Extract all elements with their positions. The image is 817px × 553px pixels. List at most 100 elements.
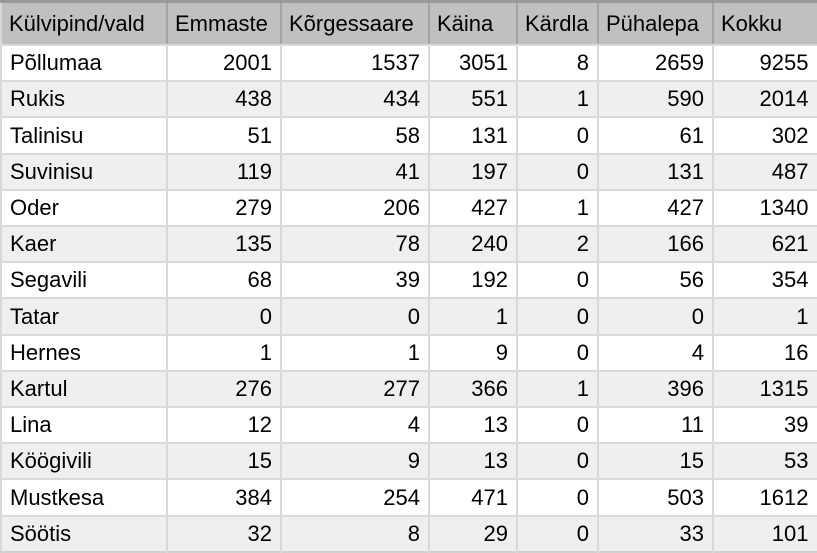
row-label: Mustkesa	[1, 479, 168, 517]
cell-value: 396	[598, 370, 714, 409]
cell-value: 33	[598, 515, 714, 552]
table-row: Lina 12 4 13 0 11 39	[1, 407, 817, 445]
cell-value: 471	[429, 479, 518, 517]
column-header-korgessaare: Kõrgessaare	[281, 1, 430, 46]
cell-value: 32	[167, 515, 282, 552]
cell-value: 16	[713, 334, 817, 372]
cell-value: 0	[517, 117, 599, 155]
cell-value: 254	[281, 479, 430, 517]
cell-value: 68	[167, 262, 282, 300]
table-row: Kaer 135 78 240 2 166 621	[1, 226, 817, 264]
table-row: Oder 279 206 427 1 427 1340	[1, 189, 817, 228]
cell-value: 0	[517, 515, 599, 552]
table-row: Hernes 1 1 9 0 4 16	[1, 334, 817, 372]
column-header-kokku: Kokku	[713, 1, 817, 46]
cell-value: 0	[517, 479, 599, 517]
cell-value: 135	[167, 226, 282, 264]
table-row: Tatar 0 0 1 0 0 1	[1, 298, 817, 336]
cell-value: 487	[713, 153, 817, 191]
row-label: Kartul	[1, 370, 168, 409]
cell-value: 0	[598, 298, 714, 336]
cell-value: 131	[429, 117, 518, 155]
cell-value: 0	[167, 298, 282, 336]
cell-value: 192	[429, 262, 518, 300]
cell-value: 39	[713, 407, 817, 445]
cell-value: 9	[429, 334, 518, 372]
row-label: Lina	[1, 407, 168, 445]
cell-value: 427	[429, 189, 518, 228]
cell-value: 15	[598, 443, 714, 481]
cell-value: 1612	[713, 479, 817, 517]
row-label: Segavili	[1, 262, 168, 300]
cell-value: 4	[281, 407, 430, 445]
row-label: Söötis	[1, 515, 168, 552]
cell-value: 1	[517, 370, 599, 409]
table-row: Talinisu 51 58 131 0 61 302	[1, 117, 817, 155]
cell-value: 2014	[713, 81, 817, 119]
cell-value: 0	[517, 262, 599, 300]
cell-value: 8	[517, 45, 599, 83]
cell-value: 206	[281, 189, 430, 228]
cell-value: 366	[429, 370, 518, 409]
cell-value: 2	[517, 226, 599, 264]
table-header-row: Külvipind/vald Emmaste Kõrgessaare Käina…	[1, 1, 817, 46]
cell-value: 1	[429, 298, 518, 336]
cell-value: 1315	[713, 370, 817, 409]
cell-value: 590	[598, 81, 714, 119]
cell-value: 51	[167, 117, 282, 155]
cell-value: 277	[281, 370, 430, 409]
cell-value: 11	[598, 407, 714, 445]
cell-value: 13	[429, 407, 518, 445]
cell-value: 427	[598, 189, 714, 228]
column-header-puhalepa: Pühalepa	[598, 1, 714, 46]
column-header-emmaste: Emmaste	[167, 1, 282, 46]
row-label: Talinisu	[1, 117, 168, 155]
cell-value: 53	[713, 443, 817, 481]
cell-value: 3051	[429, 45, 518, 83]
table-row: Põllumaa 2001 1537 3051 8 2659 9255	[1, 45, 817, 83]
cell-value: 0	[281, 298, 430, 336]
cell-value: 197	[429, 153, 518, 191]
cell-value: 276	[167, 370, 282, 409]
cell-value: 354	[713, 262, 817, 300]
column-header-crop-type: Külvipind/vald	[1, 1, 168, 46]
row-label: Suvinisu	[1, 153, 168, 191]
cell-value: 0	[517, 407, 599, 445]
cell-value: 1	[517, 81, 599, 119]
cell-value: 2659	[598, 45, 714, 83]
column-header-kardla: Kärdla	[517, 1, 599, 46]
row-label: Rukis	[1, 81, 168, 119]
cell-value: 302	[713, 117, 817, 155]
row-label: Kaer	[1, 226, 168, 264]
table-row: Segavili 68 39 192 0 56 354	[1, 262, 817, 300]
cell-value: 1340	[713, 189, 817, 228]
cell-value: 12	[167, 407, 282, 445]
cell-value: 119	[167, 153, 282, 191]
cell-value: 240	[429, 226, 518, 264]
cell-value: 131	[598, 153, 714, 191]
cell-value: 438	[167, 81, 282, 119]
row-label: Oder	[1, 189, 168, 228]
cell-value: 58	[281, 117, 430, 155]
cell-value: 2001	[167, 45, 282, 83]
row-label: Tatar	[1, 298, 168, 336]
row-label: Hernes	[1, 334, 168, 372]
row-label: Köögivili	[1, 443, 168, 481]
cell-value: 0	[517, 443, 599, 481]
cell-value: 41	[281, 153, 430, 191]
table-row: Mustkesa 384 254 471 0 503 1612	[1, 479, 817, 517]
cell-value: 0	[517, 334, 599, 372]
cell-value: 279	[167, 189, 282, 228]
cell-value: 39	[281, 262, 430, 300]
cell-value: 101	[713, 515, 817, 552]
cell-value: 1	[517, 189, 599, 228]
cell-value: 621	[713, 226, 817, 264]
cell-value: 503	[598, 479, 714, 517]
table-row: Rukis 438 434 551 1 590 2014	[1, 81, 817, 119]
cell-value: 434	[281, 81, 430, 119]
table-row: Söötis 32 8 29 0 33 101	[1, 515, 817, 552]
table-row: Kartul 276 277 366 1 396 1315	[1, 370, 817, 409]
table-body: Põllumaa 2001 1537 3051 8 2659 9255 Rukis 438 434…	[1, 45, 817, 552]
